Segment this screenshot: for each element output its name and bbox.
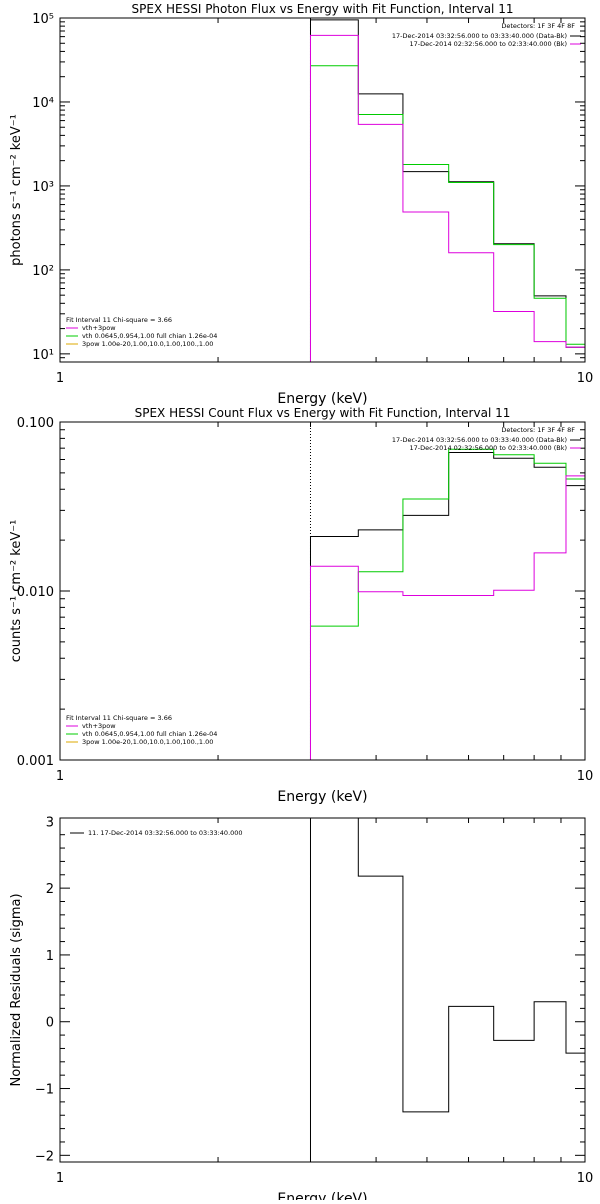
y-tick-label: 10⁴ [32,96,54,111]
series-0-step-line [309,19,585,362]
axis-ticks [59,818,586,1162]
x-tick-label: 1 [56,769,64,784]
axis-ticks [59,17,586,363]
legend-detectors: Detectors: 1F 3F 4F 8F [501,426,575,434]
residual-legend-entry: 11. 17-Dec-2014 03:32:56.000 to 03:33:40… [88,829,243,837]
legend-detectors: Detectors: 1F 3F 4F 8F [501,22,575,30]
y-tick-label: 10⁵ [32,12,54,27]
legend-entry: 17-Dec-2014 02:32:56.000 to 02:33:40.000… [410,444,568,452]
y-tick-label: 10² [32,264,54,279]
y-tick-label: 3 [46,815,54,830]
series-0-step-line [309,818,585,1162]
legend-entry: 17-Dec-2014 02:32:56.000 to 02:33:40.000… [410,40,568,48]
fit-legend-header: Fit Interval 11 Chi-square = 3.66 [66,714,172,722]
fit-legend-entry: 3pow 1.00e-20,1.00,10.0,1.00,100.,1.00 [82,738,213,746]
x-tick-label: 10 [577,769,594,784]
y-axis-label: counts s⁻¹ cm⁻² keV⁻¹ [9,520,24,663]
y-tick-label: 2 [46,882,54,897]
y-tick-label: −1 [35,1083,54,1098]
series-group [309,818,585,1162]
legend-entry: 17-Dec-2014 03:32:56.000 to 03:33:40.000… [392,32,567,40]
fit-legend-entry: vth 0.0645,0.954,1.00 full chian 1.26e-0… [82,730,217,738]
series-1-step-line [309,448,585,760]
y-tick-label: 0.100 [17,416,54,431]
x-axis-label: Energy (keV) [277,391,367,407]
x-tick-label: 10 [577,371,594,386]
y-tick-label: 1 [46,949,54,964]
y-axis-label: Normalized Residuals (sigma) [9,893,24,1086]
x-tick-label: 1 [56,371,64,386]
series-2-step-line [309,475,585,760]
axis-ticks [59,421,586,761]
plot-frame [59,817,586,1163]
y-tick-label: 0.001 [17,754,54,769]
fit-legend-entry: vth+3pow [82,722,116,730]
fit-legend-header: Fit Interval 11 Chi-square = 3.66 [66,316,172,324]
plot-frame [59,421,586,761]
y-tick-label: −2 [35,1149,54,1164]
y-tick-label: 10¹ [32,348,54,363]
series-1-step-line [309,65,585,362]
fit-legend-entry: 3pow 1.00e-20,1.00,10.0,1.00,100.,1.00 [82,340,213,348]
y-tick-label: 10³ [32,180,54,195]
x-tick-label: 1 [56,1171,64,1186]
x-tick-label: 10 [577,1171,594,1186]
series-group [309,19,585,362]
y-tick-label: 0.010 [17,585,54,600]
plot-frame [59,17,586,363]
series-2-step-line [309,34,585,362]
chart-title: SPEX HESSI Photon Flux vs Energy with Fi… [132,2,514,16]
y-tick-label: 0 [46,1016,54,1031]
series-group [309,448,585,760]
x-axis-label: Energy (keV) [277,789,367,805]
fit-legend-entry: vth+3pow [82,324,116,332]
y-axis-label: photons s⁻¹ cm⁻² keV⁻¹ [9,114,24,266]
x-axis-label: Energy (keV) [277,1191,367,1200]
fit-legend-entry: vth 0.0645,0.954,1.00 full chian 1.26e-0… [82,332,217,340]
chart-title: SPEX HESSI Count Flux vs Energy with Fit… [135,406,511,420]
legend-entry: 17-Dec-2014 03:32:56.000 to 03:33:40.000… [392,436,567,444]
